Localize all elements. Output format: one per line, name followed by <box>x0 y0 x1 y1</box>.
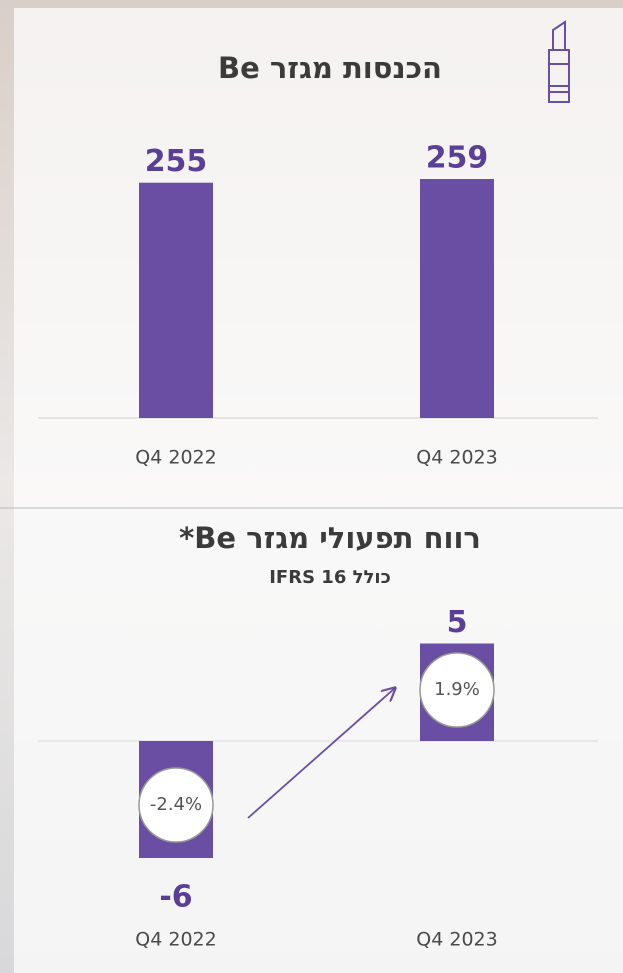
bar <box>420 179 494 418</box>
page: {"chart_data": [ {"type": "bar", "title"… <box>0 0 623 973</box>
bar <box>139 183 213 418</box>
chart-title: רווח תפעולי מגזר Be* <box>179 521 481 555</box>
value-label: 5 <box>447 605 468 640</box>
chart: הכנסות מגזר Be רווח תפעולי מגזר Be* כולל… <box>0 0 623 973</box>
value-label: 259 <box>426 141 489 176</box>
value-label: 255 <box>145 144 208 179</box>
margin-label: 1.9% <box>434 679 480 700</box>
chart-subtitle: כולל IFRS 16 <box>269 567 391 588</box>
x-tick-label: Q4 2022 <box>135 929 216 951</box>
chart-title: הכנסות מגזר Be <box>218 51 442 85</box>
x-tick-label: Q4 2023 <box>416 929 497 951</box>
x-tick-label: Q4 2022 <box>135 447 216 469</box>
x-tick-label: Q4 2023 <box>416 447 497 469</box>
panel <box>14 8 623 973</box>
value-label: -6 <box>159 880 192 915</box>
margin-label: -2.4% <box>150 794 202 815</box>
